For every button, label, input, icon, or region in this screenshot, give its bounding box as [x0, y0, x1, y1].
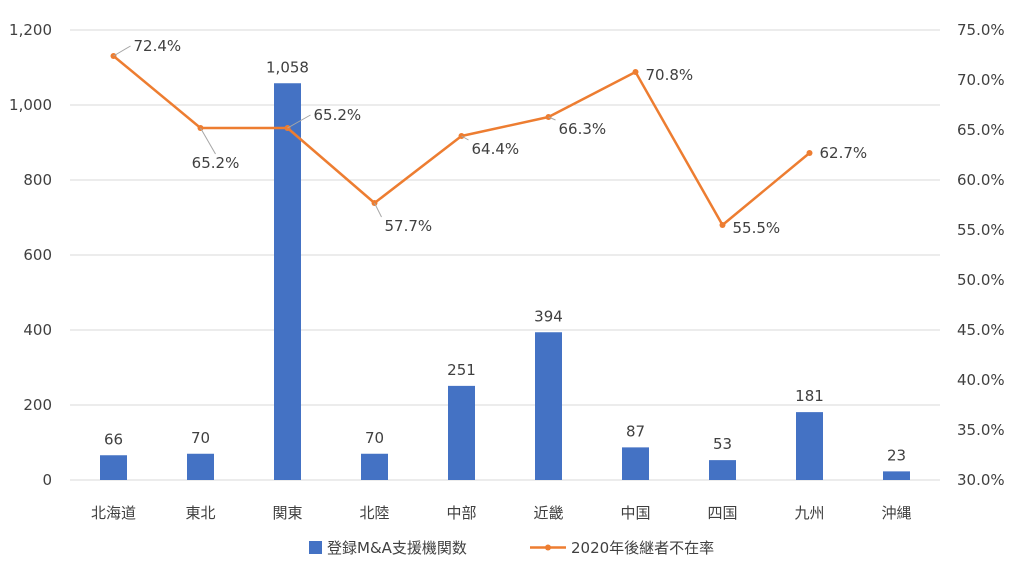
bar-value-label: 70 [191, 429, 210, 447]
bar [622, 447, 649, 480]
bar-value-label: 251 [447, 361, 476, 379]
bar-value-label: 87 [626, 422, 645, 440]
category-label: 東北 [185, 504, 215, 522]
category-label: 北陸 [359, 504, 389, 522]
category-label: 北海道 [91, 504, 136, 522]
line-series [110, 53, 813, 228]
bar [796, 412, 823, 480]
line-value-label: 57.7% [385, 217, 433, 235]
line-value-label: 66.3% [559, 120, 607, 138]
leader-line [287, 114, 311, 129]
right-tick-label: 75.0% [957, 21, 1005, 39]
left-tick-label: 1,200 [9, 21, 52, 39]
leader-line [461, 135, 469, 141]
line-path [112, 55, 811, 227]
category-label: 四国 [707, 504, 737, 522]
line-value-label: 55.5% [733, 219, 781, 237]
bar-value-label: 1,058 [266, 58, 309, 76]
right-tick-label: 45.0% [957, 321, 1005, 339]
leader-line [374, 202, 382, 218]
bar-value-label: 394 [534, 307, 563, 325]
label-leaders [113, 45, 556, 218]
line-value-label: 65.2% [314, 106, 362, 124]
line-value-label: 65.2% [192, 154, 240, 172]
gridlines [70, 29, 940, 481]
category-axis: 北海道 東北 関東 北陸 中部 近畿 中国 四国 九州 沖縄 [91, 504, 912, 522]
bar [361, 453, 388, 480]
bar-value-label: 23 [887, 446, 906, 464]
right-tick-label: 70.0% [957, 71, 1005, 89]
bar [187, 453, 214, 480]
bar-series [100, 83, 910, 480]
category-label: 沖縄 [881, 504, 911, 522]
category-label: 関東 [272, 504, 302, 522]
leader-line [200, 127, 216, 155]
data-labels: 66 70 1,058 70 251 394 87 53 181 23 72.4% 65.2% 65.2… [104, 37, 906, 464]
bar-value-label: 181 [795, 387, 824, 405]
line-point [632, 69, 639, 75]
left-tick-label: 1,000 [9, 96, 52, 114]
line-point [719, 222, 726, 228]
bar [535, 332, 562, 480]
line-value-label: 72.4% [134, 37, 182, 55]
legend: 登録M&A支援機関数 2020年後継者不在率 [309, 539, 714, 557]
line-value-label: 64.4% [472, 140, 520, 158]
category-label: 近畿 [533, 504, 563, 522]
line-value-label: 70.8% [646, 66, 694, 84]
right-tick-label: 35.0% [957, 421, 1005, 439]
legend-line-label: 2020年後継者不在率 [571, 539, 714, 557]
line-point [806, 150, 813, 156]
bar-value-label: 53 [713, 435, 732, 453]
left-tick-label: 200 [23, 396, 52, 414]
left-axis: 0 200 400 600 800 1,000 1,200 [9, 21, 52, 489]
right-tick-label: 50.0% [957, 271, 1005, 289]
left-tick-label: 400 [23, 321, 52, 339]
bar [100, 455, 127, 480]
category-label: 中国 [620, 504, 650, 522]
right-axis: 30.0% 35.0% 40.0% 45.0% 50.0% 55.0% 60.0% 65.0%… [957, 21, 1005, 489]
bar-value-label: 66 [104, 430, 123, 448]
legend-bar-swatch [309, 541, 322, 554]
bar-value-label: 70 [365, 429, 384, 447]
category-label: 中部 [446, 504, 476, 522]
leader-line [548, 116, 556, 121]
right-tick-label: 55.0% [957, 221, 1005, 239]
left-tick-label: 600 [23, 246, 52, 264]
legend-line-marker [545, 544, 551, 551]
right-tick-label: 60.0% [957, 171, 1005, 189]
line-value-label: 62.7% [820, 144, 868, 162]
left-tick-label: 0 [42, 471, 52, 489]
right-tick-label: 65.0% [957, 121, 1005, 139]
legend-bar-label: 登録M&A支援機関数 [327, 539, 467, 557]
leader-line [113, 45, 131, 57]
bar [709, 460, 736, 480]
category-label: 九州 [794, 504, 824, 522]
bar [883, 471, 910, 480]
bar [274, 83, 301, 480]
left-tick-label: 800 [23, 171, 52, 189]
bar [448, 385, 475, 480]
right-tick-label: 40.0% [957, 371, 1005, 389]
right-tick-label: 30.0% [957, 471, 1005, 489]
